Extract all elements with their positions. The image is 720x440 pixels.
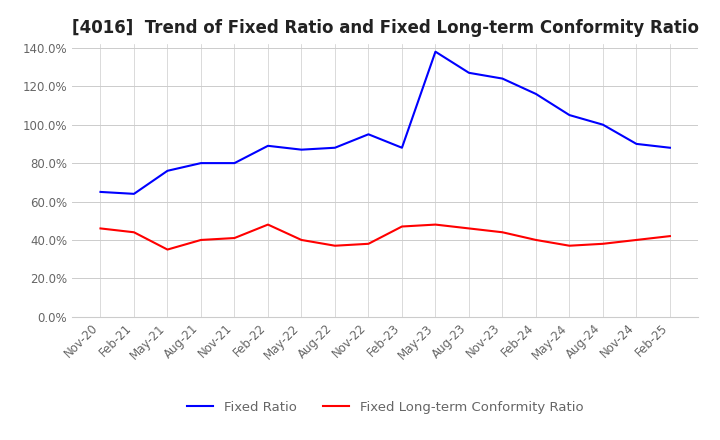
Fixed Ratio: [464, 70, 473, 75]
Fixed Long-term Conformity Ratio: [431, 222, 440, 227]
Fixed Long-term Conformity Ratio: [197, 237, 205, 242]
Fixed Long-term Conformity Ratio: [330, 243, 339, 248]
Fixed Ratio: [632, 141, 641, 147]
Fixed Long-term Conformity Ratio: [498, 230, 507, 235]
Fixed Ratio: [598, 122, 607, 127]
Fixed Ratio: [197, 161, 205, 166]
Fixed Long-term Conformity Ratio: [632, 237, 641, 242]
Fixed Long-term Conformity Ratio: [230, 235, 239, 241]
Fixed Ratio: [264, 143, 272, 148]
Line: Fixed Long-term Conformity Ratio: Fixed Long-term Conformity Ratio: [101, 224, 670, 249]
Fixed Ratio: [96, 189, 105, 194]
Fixed Ratio: [431, 49, 440, 54]
Fixed Long-term Conformity Ratio: [163, 247, 172, 252]
Fixed Long-term Conformity Ratio: [665, 234, 674, 239]
Fixed Long-term Conformity Ratio: [364, 241, 373, 246]
Fixed Long-term Conformity Ratio: [464, 226, 473, 231]
Fixed Ratio: [130, 191, 138, 197]
Title: [4016]  Trend of Fixed Ratio and Fixed Long-term Conformity Ratio: [4016] Trend of Fixed Ratio and Fixed Lo…: [72, 19, 698, 37]
Fixed Long-term Conformity Ratio: [531, 237, 540, 242]
Fixed Ratio: [230, 161, 239, 166]
Fixed Long-term Conformity Ratio: [598, 241, 607, 246]
Line: Fixed Ratio: Fixed Ratio: [101, 51, 670, 194]
Fixed Ratio: [565, 113, 574, 118]
Fixed Long-term Conformity Ratio: [264, 222, 272, 227]
Fixed Long-term Conformity Ratio: [565, 243, 574, 248]
Fixed Ratio: [665, 145, 674, 150]
Fixed Long-term Conformity Ratio: [96, 226, 105, 231]
Fixed Ratio: [297, 147, 306, 152]
Fixed Long-term Conformity Ratio: [397, 224, 406, 229]
Fixed Ratio: [531, 92, 540, 97]
Fixed Ratio: [498, 76, 507, 81]
Fixed Long-term Conformity Ratio: [297, 237, 306, 242]
Fixed Ratio: [397, 145, 406, 150]
Fixed Long-term Conformity Ratio: [130, 230, 138, 235]
Fixed Ratio: [364, 132, 373, 137]
Fixed Ratio: [330, 145, 339, 150]
Fixed Ratio: [163, 168, 172, 173]
Legend: Fixed Ratio, Fixed Long-term Conformity Ratio: Fixed Ratio, Fixed Long-term Conformity …: [181, 396, 589, 419]
